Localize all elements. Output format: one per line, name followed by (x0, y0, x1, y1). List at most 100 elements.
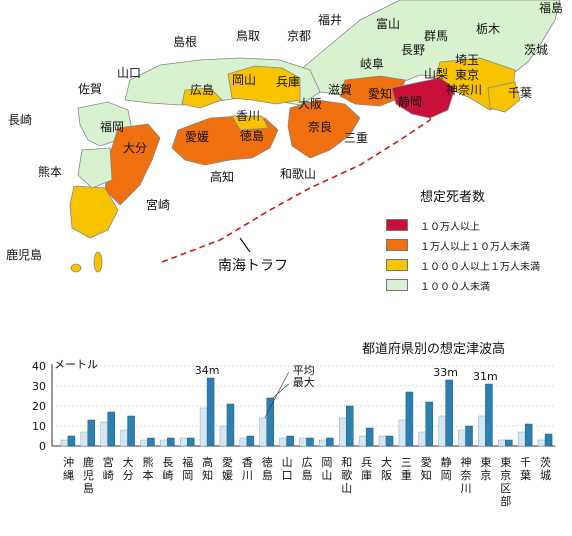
y-axis-label: メートル (54, 358, 98, 371)
label-yamanashi: 山梨 (424, 67, 448, 81)
bar-maximum (524, 423, 533, 447)
bar-average (60, 439, 69, 447)
category-label-char: 高 (201, 455, 214, 468)
bar-maximum (167, 437, 175, 447)
label-miyazaki: 宮崎 (146, 197, 170, 212)
legend-label: １０００人以上１万人未満 (420, 261, 540, 273)
label-fukuoka: 福岡 (100, 119, 124, 134)
category-label-char: 岡 (439, 470, 452, 482)
category-label-char: 城 (539, 469, 552, 480)
bar-average (537, 439, 546, 447)
category-label-char: 島 (81, 481, 94, 494)
bar-average (239, 437, 248, 447)
category-label-char: 崎 (101, 468, 114, 480)
category-label: 兵庫 (360, 456, 373, 481)
category-label: 広島 (300, 456, 313, 481)
category-label-char: 島 (300, 468, 313, 481)
category-label: 熊本 (141, 455, 154, 481)
bar-maximum (246, 435, 255, 447)
category-label-char: 分 (121, 469, 134, 480)
tsunami-map: 福島 福井 富山 栃木 群馬 島根 鳥取 京都 茨城 長野 埼玉 岐阜 山口 東… (6, 0, 563, 273)
category-label-char: 庫 (360, 468, 373, 481)
label-kumamoto: 熊本 (38, 164, 62, 179)
bar-average (339, 417, 347, 447)
category-label-char: 部 (499, 494, 512, 506)
label-shimane: 島根 (173, 34, 197, 49)
bar-maximum (346, 405, 354, 447)
category-label: 東京 (479, 456, 492, 481)
category-label-char: 三 (399, 457, 412, 468)
category-label-char: 媛 (220, 468, 233, 481)
category-label-char: 本 (141, 468, 154, 481)
label-fukui: 福井 (318, 12, 342, 27)
landmass (69, 0, 561, 273)
y-tick-label: 40 (32, 360, 46, 373)
category-label-char: 千 (519, 456, 532, 468)
bar-average (478, 415, 486, 447)
label-nagasaki: 長崎 (8, 113, 32, 127)
category-label: 和歌山 (340, 456, 353, 493)
bar-maximum (365, 427, 374, 447)
label-mie: 三重 (344, 131, 368, 145)
category-label-char: 重 (399, 468, 412, 480)
legend-swatch (386, 279, 408, 291)
category-label: 茨城 (539, 455, 552, 480)
bar-maximum (445, 379, 453, 447)
series-label-maximum: 最大 (293, 375, 315, 389)
category-label-char: 東 (479, 456, 492, 468)
legend: 想定死者数 １０万人以上 １万人以上１０万人未満 １０００人以上１万人未満 １０… (386, 186, 566, 295)
label-nagano: 長野 (401, 43, 425, 57)
category-label-char: 奈 (459, 468, 472, 480)
category-label: 高知 (201, 455, 214, 481)
legend-leader (264, 371, 290, 419)
category-label-char: 山 (280, 456, 293, 467)
category-label-char: 香 (240, 456, 253, 468)
legend-swatch (386, 259, 408, 271)
label-fukushima: 福島 (539, 0, 563, 15)
bar-maximum (127, 415, 135, 447)
bar-maximum (206, 377, 215, 447)
category-label-char: 山 (320, 469, 333, 480)
bar-maximum (67, 435, 76, 447)
category-label: 山口 (280, 456, 293, 480)
category-label: 神奈川 (459, 455, 472, 493)
bar-maximum (286, 435, 294, 447)
bar-average (378, 435, 387, 447)
category-label: 大分 (121, 455, 134, 480)
legend-item: １０００人以上１万人未満 (386, 255, 566, 275)
region-shizuoka (391, 77, 456, 119)
category-label-char: 沖 (61, 456, 74, 468)
bar-average (299, 437, 307, 447)
label-shizuoka: 静岡 (398, 95, 422, 109)
category-label-char: 愛 (220, 456, 233, 468)
legend-label: １万人以上１０万人未満 (420, 241, 530, 253)
category-label-char: 岡 (320, 457, 333, 469)
y-tick-label: 10 (32, 420, 46, 433)
bar-maximum (485, 383, 493, 447)
bar-average (120, 429, 128, 447)
category-label-char: 鹿 (81, 455, 94, 467)
bar-average (80, 431, 89, 447)
label-tokyo: 東京 (455, 68, 479, 82)
chart-title: 都道府県別の想定津波高 (362, 342, 506, 357)
category-label-char: 口 (280, 470, 293, 481)
category-label-char: 縄 (61, 468, 74, 480)
label-kanagawa: 神奈川 (446, 83, 482, 97)
bar-maximum (544, 433, 553, 447)
bar-maximum (306, 437, 314, 447)
category-label-char: 愛 (419, 456, 432, 468)
label-ehime: 愛媛 (185, 130, 209, 144)
category-label-char: 岡 (181, 470, 194, 482)
category-label-char: 静 (439, 455, 452, 467)
bar-average (199, 407, 208, 447)
category-label: 大阪 (380, 455, 393, 481)
label-kochi: 高知 (210, 169, 234, 184)
label-kagoshima: 鹿児島 (6, 247, 42, 262)
bar-maximum (465, 425, 473, 447)
bar-average (179, 437, 188, 447)
trough-label: 南海トラフ (218, 258, 288, 274)
label-tokushima: 徳島 (240, 128, 264, 143)
bar-maximum (226, 403, 235, 447)
category-label-char: 徳 (260, 456, 273, 468)
bar-average (279, 437, 287, 447)
